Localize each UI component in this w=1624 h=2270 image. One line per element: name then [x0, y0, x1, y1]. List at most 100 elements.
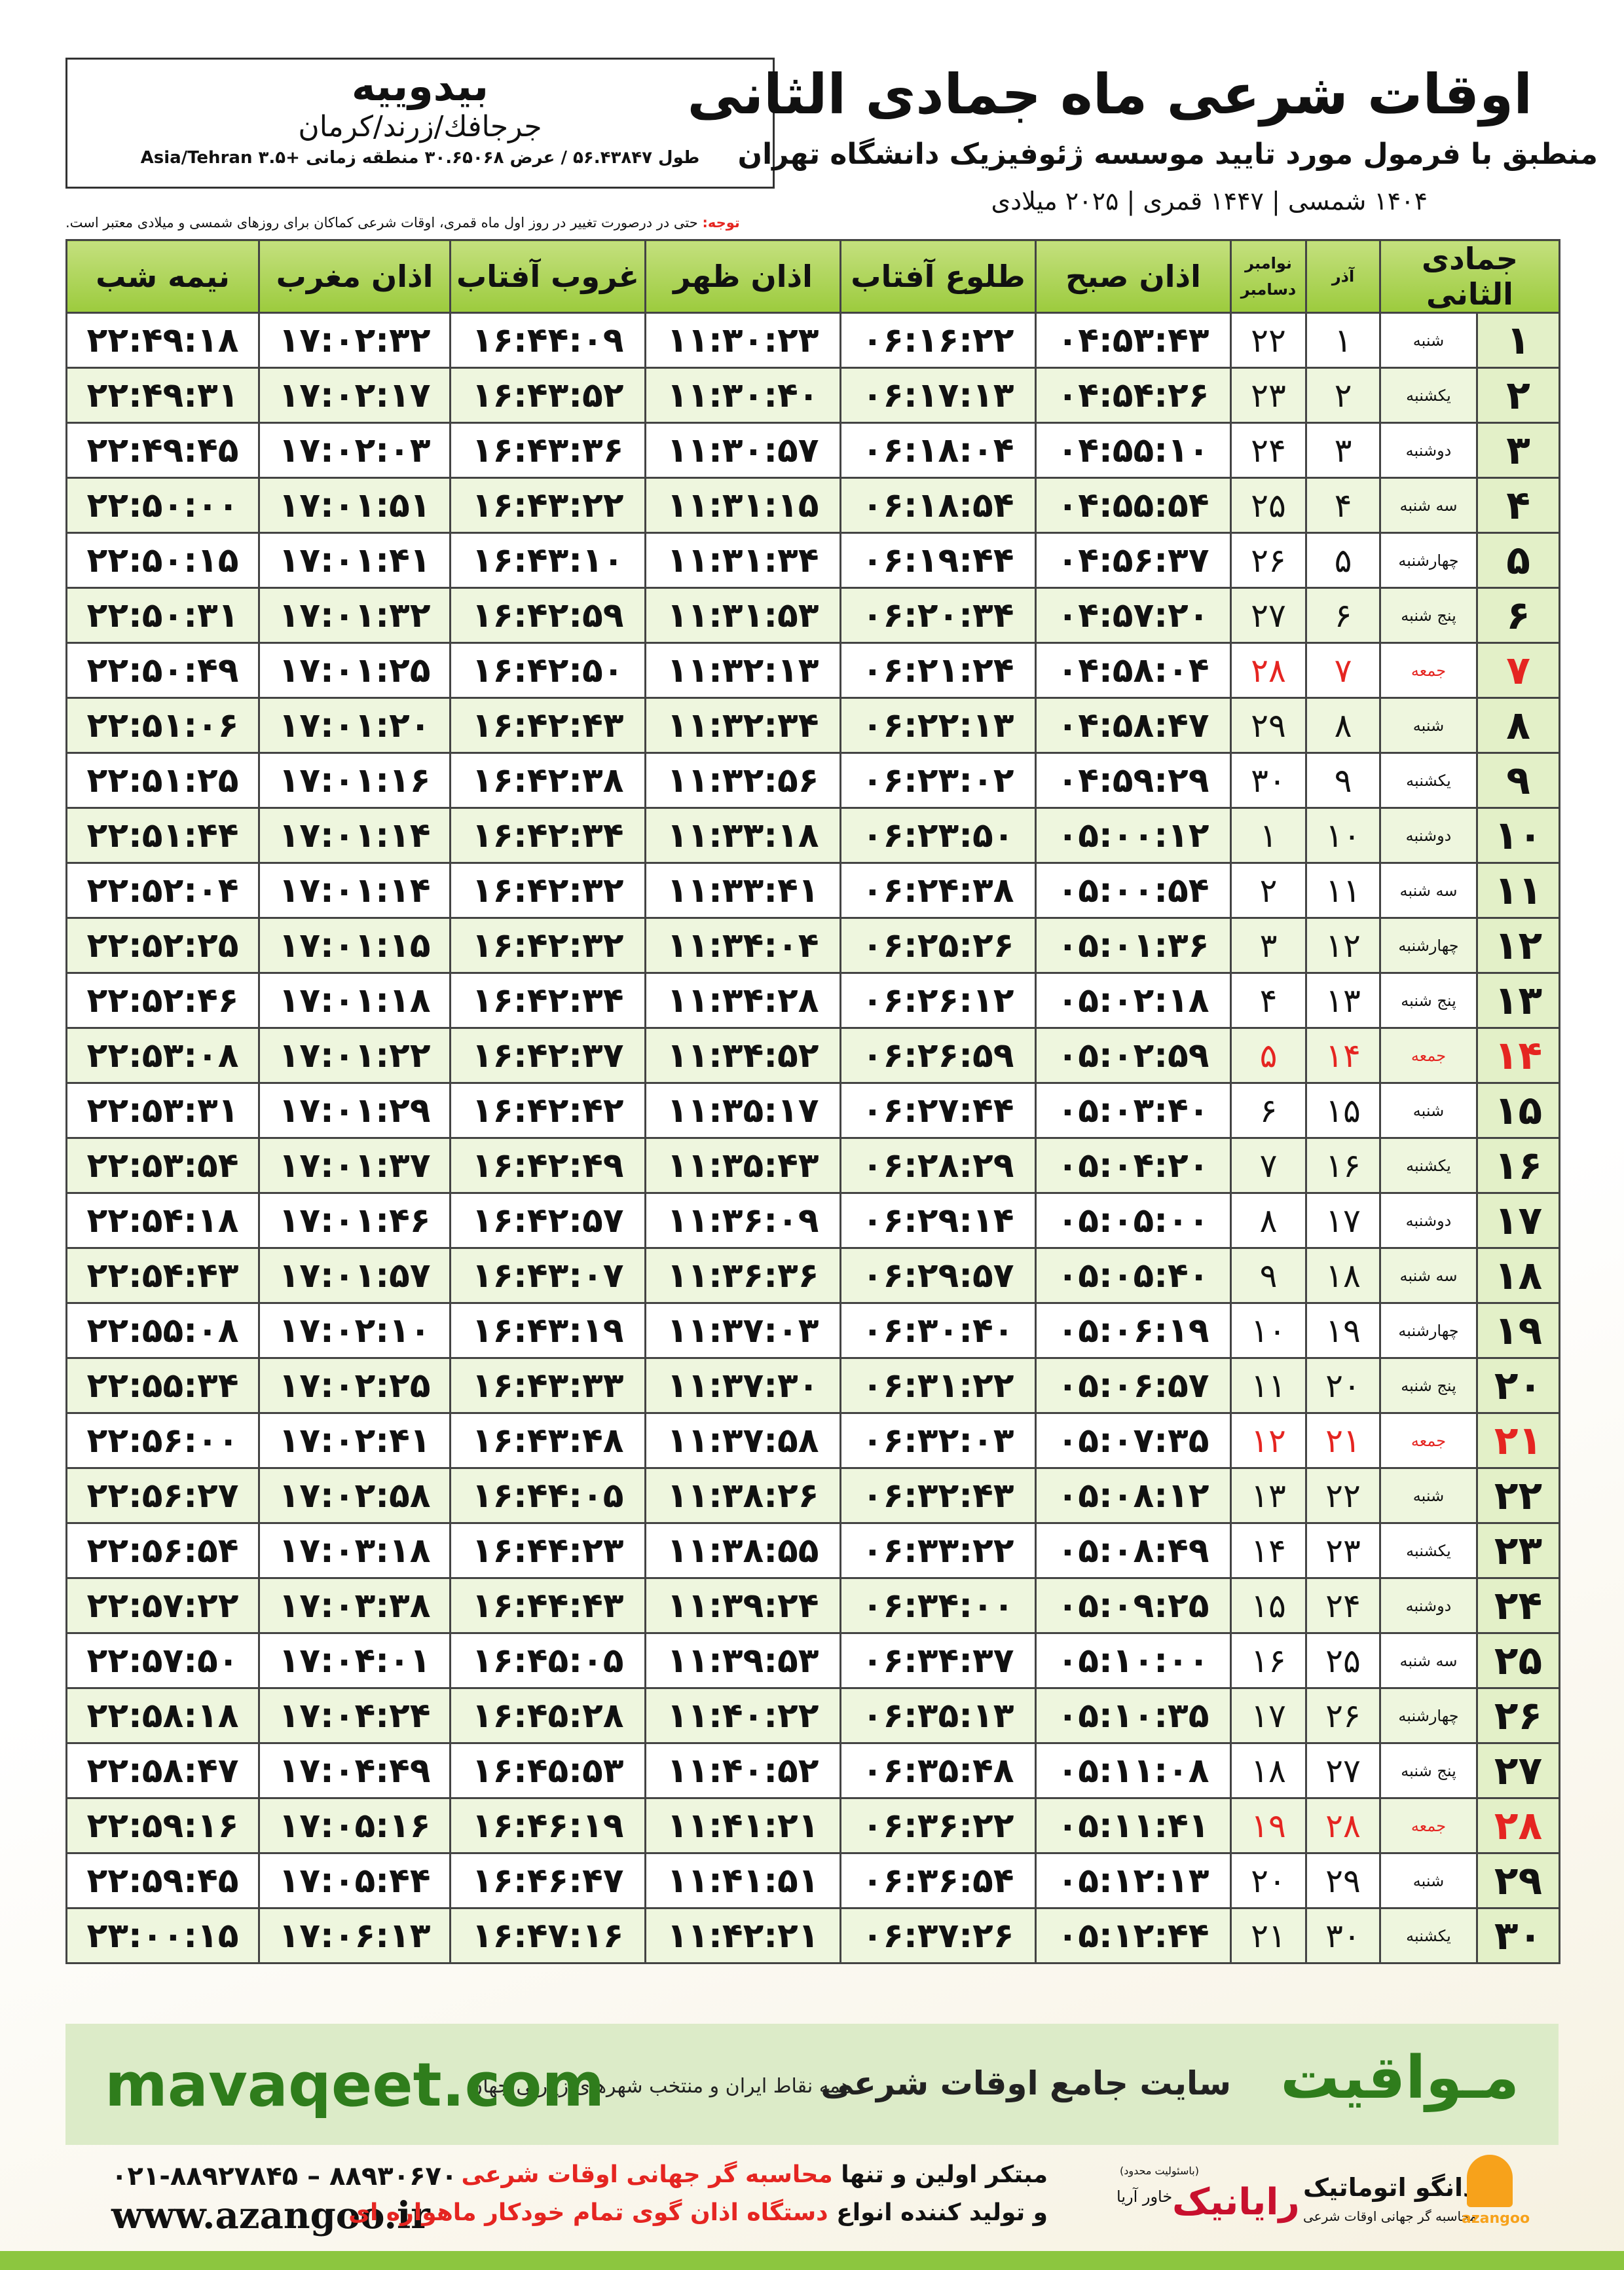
midnight: ۲۲:۵۰:۳۱: [65, 587, 260, 644]
sunrise: ۰۶:۲۶:۵۹: [840, 1027, 1037, 1084]
llc: (باسئولیت محدود): [1120, 2165, 1199, 2177]
sunset: ۱۶:۴۴:۰۵: [449, 1467, 646, 1524]
dhuhr: ۱۱:۳۹:۵۳: [644, 1632, 841, 1689]
table-row: ۲۷ پنج شنبه ۲۷ ۱۸ ۰۵:۱۱:۰۸ ۰۶:۳۵:۴۸ ۱۱:۴۰:۵۲ ۱۶…: [65, 1742, 1561, 1799]
fajr: ۰۵:۰۶:۵۷: [1035, 1357, 1232, 1414]
sunrise: ۰۶:۲۴:۳۸: [840, 862, 1037, 919]
sunset: ۱۶:۴۳:۰۷: [449, 1247, 646, 1304]
sunset: ۱۶:۴۲:۳۲: [449, 862, 646, 919]
table-row: ۱۶ یکشنبه ۱۶ ۷ ۰۵:۰۴:۲۰ ۰۶:۲۸:۲۹ ۱۱:۳۵:۴۳ ۱۶:۴۲…: [65, 1137, 1561, 1194]
azar-day: ۱۳: [1305, 972, 1381, 1029]
sunrise: ۰۶:۲۶:۱۲: [840, 972, 1037, 1029]
banner: مـواقیت سایت جامع اوقات شرعی همه نقاط ای…: [65, 2024, 1559, 2145]
header-row: جمادی الثانی آذر نوامبر دسامبر اذان صبح ط…: [65, 239, 1561, 314]
header-cell: طلوع آفتاب: [840, 239, 1037, 314]
weekday: پنج شنبه: [1378, 1742, 1479, 1799]
midnight: ۲۲:۵۹:۱۶: [65, 1797, 260, 1854]
midnight: ۲۲:۵۸:۱۸: [65, 1687, 260, 1744]
weekday: چهارشنبه: [1378, 532, 1479, 589]
maghrib: ۱۷:۰۲:۲۵: [258, 1357, 451, 1414]
azar-day: ۱۰: [1305, 807, 1381, 864]
dhuhr: ۱۱:۳۴:۰۴: [644, 917, 841, 974]
table-row: ۴ سه شنبه ۴ ۲۵ ۰۴:۵۵:۵۴ ۰۶:۱۸:۵۴ ۱۱:۳۱:۱۵ ۱۶:۴۳…: [65, 477, 1561, 534]
dhuhr: ۱۱:۳۱:۳۴: [644, 532, 841, 589]
brand: مـواقیت: [1280, 2043, 1519, 2112]
bottom-strip: [0, 2251, 1624, 2270]
weekday: شنبه: [1378, 697, 1479, 754]
midnight: ۲۲:۵۴:۱۸: [65, 1192, 260, 1249]
fajr: ۰۵:۰۰:۵۴: [1035, 862, 1232, 919]
midnight: ۲۲:۵۶:۲۷: [65, 1467, 260, 1524]
hijri-day: ۸: [1476, 697, 1561, 754]
gregorian-day: ۲۸: [1230, 642, 1307, 699]
gregorian-day: ۲۷: [1230, 587, 1307, 644]
header-cell: نوامبر دسامبر: [1230, 239, 1307, 314]
weekday: جمعه: [1378, 1027, 1479, 1084]
sunset: ۱۶:۴۳:۱۹: [449, 1302, 646, 1359]
sunset: ۱۶:۴۶:۱۹: [449, 1797, 646, 1854]
gregorian-day: ۳: [1230, 917, 1307, 974]
maghrib: ۱۷:۰۲:۴۱: [258, 1412, 451, 1469]
raianik-logo: رایانیک: [1172, 2181, 1300, 2223]
hijri-day: ۲۷: [1476, 1742, 1561, 1799]
azar-day: ۲۴: [1305, 1577, 1381, 1634]
midnight: ۲۲:۵۲:۲۵: [65, 917, 260, 974]
sunset: ۱۶:۴۴:۴۳: [449, 1577, 646, 1634]
maghrib: ۱۷:۰۲:۳۲: [258, 312, 451, 369]
gregorian-day: ۲۳: [1230, 367, 1307, 424]
maghrib: ۱۷:۰۴:۰۱: [258, 1632, 451, 1689]
maghrib: ۱۷:۰۱:۲۰: [258, 697, 451, 754]
header-cell: آذر: [1305, 239, 1381, 314]
hijri-day: ۱۶: [1476, 1137, 1561, 1194]
azangoo-en: azangoo: [1462, 2210, 1530, 2227]
table-row: ۲۹ شنبه ۲۹ ۲۰ ۰۵:۱۲:۱۳ ۰۶:۳۶:۵۴ ۱۱:۴۱:۵۱ ۱۶:۴۶:…: [65, 1852, 1561, 1909]
azar-day: ۵: [1305, 532, 1381, 589]
footer-line: مبتکر اولین و تنها محاسبه گر جهانی اوقات…: [462, 2161, 1048, 2188]
subtitle: منطبق با فرمول مورد تایید موسسه ژئوفیزیک…: [737, 138, 1598, 171]
gregorian-day: ۱: [1230, 807, 1307, 864]
azar-day: ۱: [1305, 312, 1381, 369]
table-row: ۲۶ چهارشنبه ۲۶ ۱۷ ۰۵:۱۰:۳۵ ۰۶:۳۵:۱۳ ۱۱:۴۰:۲۲ ۱۶…: [65, 1687, 1561, 1744]
azar-day: ۴: [1305, 477, 1381, 534]
azar-day: ۲۵: [1305, 1632, 1381, 1689]
weekday: یکشنبه: [1378, 752, 1479, 809]
midnight: ۲۲:۵۴:۴۳: [65, 1247, 260, 1304]
sunrise: ۰۶:۱۹:۴۴: [840, 532, 1037, 589]
gregorian-day: ۱۶: [1230, 1632, 1307, 1689]
sunrise: ۰۶:۳۴:۰۰: [840, 1577, 1037, 1634]
maghrib: ۱۷:۰۱:۲۲: [258, 1027, 451, 1084]
sunrise: ۰۶:۱۶:۲۲: [840, 312, 1037, 369]
footer-text: و تولید کننده انواع: [836, 2199, 1048, 2226]
gregorian-day: ۲۹: [1230, 697, 1307, 754]
midnight: ۲۲:۵۲:۴۶: [65, 972, 260, 1029]
azar-day: ۲۰: [1305, 1357, 1381, 1414]
sunrise: ۰۶:۳۱:۲۲: [840, 1357, 1037, 1414]
sunset: ۱۶:۴۵:۲۸: [449, 1687, 646, 1744]
gregorian-day: ۲: [1230, 862, 1307, 919]
maghrib: ۱۷:۰۱:۱۴: [258, 862, 451, 919]
sunset: ۱۶:۴۳:۵۲: [449, 367, 646, 424]
hijri-day: ۲۰: [1476, 1357, 1561, 1414]
dhuhr: ۱۱:۳۸:۲۶: [644, 1467, 841, 1524]
location-box: بیدوییه جرجافك/زرند/کرمان طول ۵۶.۴۳۸۴۷ /…: [65, 58, 775, 189]
midnight: ۲۳:۰۰:۱۵: [65, 1907, 260, 1964]
gregorian-day: ۱۷: [1230, 1687, 1307, 1744]
azangoo-subtitle: محاسبه گر جهانی اوقات شرعی: [1303, 2208, 1477, 2224]
weekday: دوشنبه: [1378, 1577, 1479, 1634]
sunrise: ۰۶:۲۸:۲۹: [840, 1137, 1037, 1194]
table-row: ۱۰ دوشنبه ۱۰ ۱ ۰۵:۰۰:۱۲ ۰۶:۲۳:۵۰ ۱۱:۳۳:۱۸ ۱۶:۴۲…: [65, 807, 1561, 864]
weekday: سه شنبه: [1378, 1247, 1479, 1304]
gregorian-day: ۲۲: [1230, 312, 1307, 369]
hijri-day: ۲۲: [1476, 1467, 1561, 1524]
dhuhr: ۱۱:۳۶:۰۹: [644, 1192, 841, 1249]
gregorian-day: ۱۴: [1230, 1522, 1307, 1579]
table-row: ۲۲ شنبه ۲۲ ۱۳ ۰۵:۰۸:۱۲ ۰۶:۳۲:۴۳ ۱۱:۳۸:۲۶ ۱۶:۴۴:…: [65, 1467, 1561, 1524]
sunset: ۱۶:۴۲:۳۲: [449, 917, 646, 974]
midnight: ۲۲:۵۳:۰۸: [65, 1027, 260, 1084]
gregorian-day: ۲۱: [1230, 1907, 1307, 1964]
sunrise: ۰۶:۳۵:۴۸: [840, 1742, 1037, 1799]
azar-day: ۱۱: [1305, 862, 1381, 919]
hijri-day: ۲۳: [1476, 1522, 1561, 1579]
prayer-table: جمادی الثانی آذر نوامبر دسامبر اذان صبح ط…: [65, 239, 1561, 1964]
fajr: ۰۵:۱۱:۴۱: [1035, 1797, 1232, 1854]
